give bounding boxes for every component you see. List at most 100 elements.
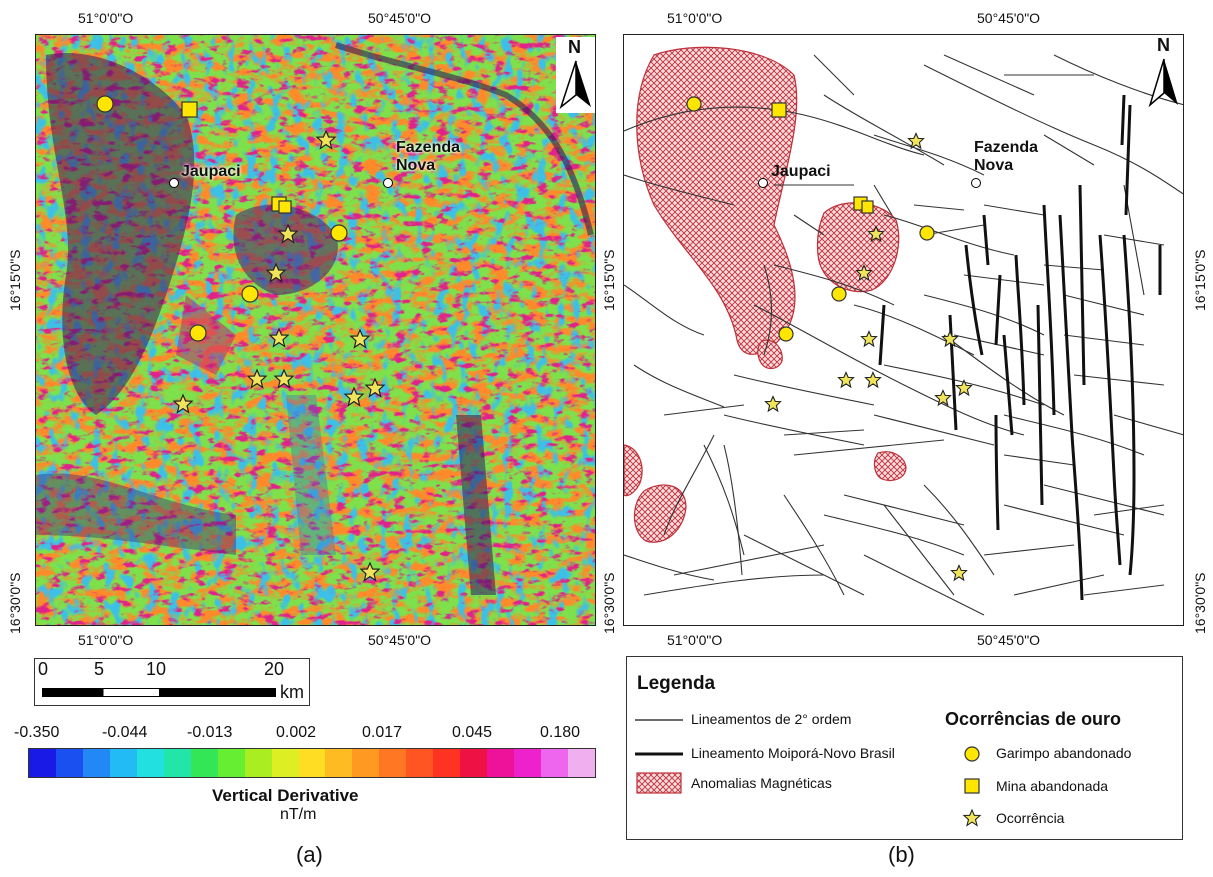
map-a-town-fazenda-nova: Fazenda Nova — [396, 139, 461, 174]
ocorrencia-marker — [864, 371, 882, 389]
ocorrencia-marker — [955, 379, 973, 397]
legend-title: Legenda — [637, 673, 716, 694]
thin-line-symbol — [635, 719, 683, 721]
colorbar-tick: 0.002 — [276, 724, 317, 741]
ocorrencia-marker — [855, 264, 873, 282]
colorbar-swatch — [514, 749, 542, 777]
colorbar — [28, 748, 596, 778]
legend-item-moipora: Lineamento Moiporá-Novo Brasil — [691, 745, 895, 761]
map-a-left-tick-2: 16°30'0"S — [7, 572, 23, 634]
panel-label-a: (a) — [296, 842, 323, 867]
legend: Legenda Lineamentos de 2° ordem Lineamen… — [626, 656, 1183, 840]
garimpo-symbol — [964, 746, 980, 762]
magnetic-anomaly — [624, 444, 643, 497]
map-b-bottom-tick-1: 51°0'0"O — [667, 632, 723, 648]
mina-marker — [861, 200, 874, 214]
map-a-bottom-tick-1: 51°0'0"O — [78, 632, 134, 648]
scale-bar-label-0: 0 — [38, 659, 49, 679]
colorbar-title: Vertical Derivative — [212, 786, 359, 805]
legend-item-2nd-order: Lineamentos de 2° ordem — [691, 711, 852, 727]
map-a-top-tick-2: 50°45'0"O — [368, 10, 432, 26]
colorbar-swatch — [298, 749, 326, 777]
colorbar-swatch — [460, 749, 488, 777]
ocorrencia-marker — [941, 330, 959, 348]
map-a-frame: N Jaupaci Fazenda Nova — [35, 34, 596, 626]
map-b-left-tick-1: 16°15'0"S — [601, 249, 617, 311]
colorbar-swatch — [163, 749, 191, 777]
vertical-derivative-raster — [36, 35, 595, 625]
colorbar-swatch — [541, 749, 569, 777]
scale-bar-label-20: 20 — [264, 659, 285, 679]
colorbar-swatch — [244, 749, 272, 777]
legend-item-ocorrencia: Ocorrência — [996, 810, 1065, 826]
lineament-map — [624, 46, 1183, 616]
ocorrencia-marker — [867, 225, 885, 243]
ocorrencia-marker — [764, 395, 782, 413]
scale-bar-segments — [42, 688, 276, 697]
scale-bar-label-5: 5 — [94, 659, 105, 679]
map-b-top-tick-2: 50°45'0"O — [977, 10, 1041, 26]
colorbar-swatch — [352, 749, 380, 777]
colorbar-swatch — [487, 749, 515, 777]
map-b-town-dot-fazenda — [971, 178, 981, 188]
colorbar-swatch — [325, 749, 353, 777]
map-a-north-label: N — [568, 37, 581, 57]
colorbar-tick: -0.350 — [14, 724, 60, 741]
garimpo-marker — [831, 286, 847, 302]
magnetic-anomaly — [757, 339, 783, 370]
anomaly-symbol — [636, 772, 682, 794]
panel-label-b: (b) — [888, 842, 915, 867]
legend-item-mina: Mina abandonada — [996, 778, 1109, 794]
ocorrencia-marker — [950, 564, 968, 582]
ocorrencia-symbol — [962, 808, 982, 827]
colorbar-swatch — [136, 749, 164, 777]
thick-line-symbol — [635, 752, 683, 756]
map-b-town-dot-jaupaci — [758, 178, 768, 188]
scale-bar-label-10: 10 — [146, 659, 167, 679]
map-b-town-fazenda-nova: Fazenda Nova — [974, 139, 1039, 174]
colorbar-swatch — [217, 749, 245, 777]
legend-gold-title: Ocorrências de ouro — [945, 709, 1122, 729]
colorbar-unit: nT/m — [280, 806, 317, 823]
legend-item-anomalias: Anomalias Magnéticas — [691, 775, 832, 791]
map-b-left-tick-2: 16°30'0"S — [601, 572, 617, 634]
colorbar-tick: -0.013 — [187, 724, 233, 741]
map-a-top-tick-1: 51°0'0"O — [78, 10, 134, 26]
map-b-right-tick-2: 16°30'0"S — [1192, 572, 1208, 634]
north-arrow-icon — [556, 37, 595, 113]
north-arrow-icon — [1148, 58, 1178, 108]
map-a-town-dot-fazenda — [383, 178, 393, 188]
map-b-north-label: N — [1157, 35, 1170, 55]
map-b-right-tick-1: 16°15'0"S — [1192, 249, 1208, 311]
colorbar-tick: 0.180 — [540, 724, 581, 741]
map-a-town-dot-jaupaci — [169, 178, 179, 188]
colorbar-tick: 0.017 — [362, 724, 403, 741]
garimpo-marker — [686, 96, 702, 112]
magnetic-anomaly — [873, 451, 907, 482]
colorbar-swatch — [271, 749, 299, 777]
colorbar-swatch — [406, 749, 434, 777]
map-a-town-jaupaci: Jaupaci — [181, 163, 241, 180]
ocorrencia-marker — [860, 330, 878, 348]
colorbar-swatch — [55, 749, 83, 777]
legend-item-garimpo: Garimpo abandonado — [996, 745, 1132, 761]
mina-symbol — [964, 778, 980, 794]
colorbar-swatch — [29, 749, 56, 777]
colorbar-swatch — [433, 749, 461, 777]
mina-marker — [771, 102, 787, 118]
garimpo-marker — [778, 326, 794, 342]
colorbar-swatch — [109, 749, 137, 777]
colorbar-swatch — [82, 749, 110, 777]
map-b-top-tick-1: 51°0'0"O — [667, 10, 723, 26]
map-b-frame: N Jaupaci Fazenda Nova — [623, 34, 1184, 626]
colorbar-swatch — [568, 749, 596, 777]
map-b-town-jaupaci: Jaupaci — [771, 163, 831, 180]
scale-bar — [34, 658, 310, 706]
colorbar-tick: 0.045 — [452, 724, 493, 741]
map-a-left-tick-1: 16°15'0"S — [7, 249, 23, 311]
garimpo-marker — [919, 225, 935, 241]
map-b-bottom-tick-2: 50°45'0"O — [977, 632, 1041, 648]
ocorrencia-marker — [907, 132, 925, 150]
scale-bar-unit: km — [280, 682, 304, 702]
ocorrencia-marker — [837, 371, 855, 389]
